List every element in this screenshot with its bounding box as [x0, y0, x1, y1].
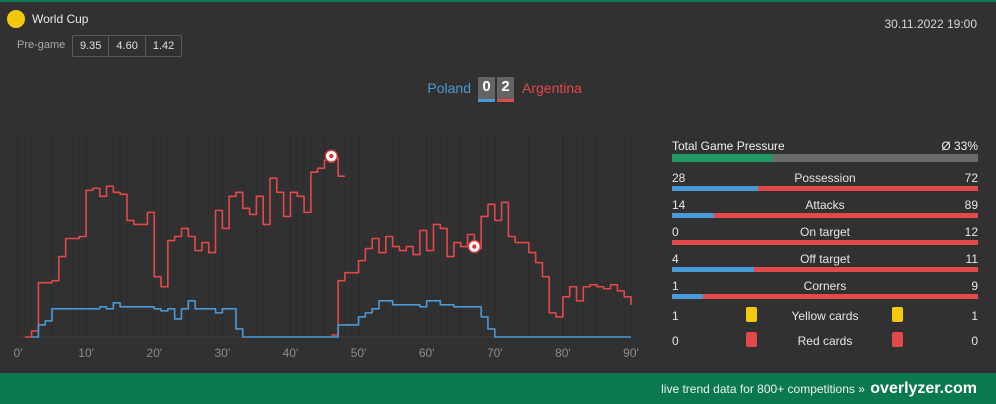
stat-bar-home-fill [672, 186, 758, 191]
goal-ball-patch [472, 244, 477, 249]
red-card-icon [892, 332, 903, 347]
total-pressure-value: Ø 33% [941, 139, 978, 153]
stat-away-value: 9 [971, 279, 978, 293]
trend-line-home [31, 300, 631, 338]
stat-home-value: 28 [672, 171, 686, 185]
odd-away[interactable]: 1.42 [144, 36, 181, 56]
stat-name: On target [799, 225, 851, 239]
trend-line-away [24, 157, 345, 338]
x-tick-label: 40' [283, 346, 299, 360]
odd-draw[interactable]: 4.60 [108, 36, 144, 56]
stat-row-attacks: 14 Attacks 89 [672, 195, 978, 222]
x-tick-label: 60' [419, 346, 435, 360]
stat-home-value: 1 [672, 279, 679, 293]
stat-away-value: 11 [965, 252, 978, 266]
stat-bar [672, 240, 978, 245]
stat-bar [672, 213, 978, 218]
stat-home-value: 14 [672, 198, 686, 212]
away-team-name[interactable]: Argentina [522, 80, 582, 96]
stat-row-possession: 28 Possession 72 [672, 168, 978, 195]
top-accent-line [0, 0, 996, 2]
competition-name[interactable]: World Cup [32, 12, 89, 26]
trophy-dot-icon [7, 10, 25, 28]
trend-line-away [331, 201, 632, 336]
stat-bar-home-fill [672, 294, 703, 299]
x-tick-label: 50' [351, 346, 367, 360]
goal-ball-patch [329, 153, 334, 159]
away-score: 2 [497, 77, 514, 102]
x-tick-label: 80' [555, 346, 571, 360]
card-home-value: 1 [672, 309, 679, 323]
total-pressure-row: Total Game Pressure Ø 33% [672, 139, 978, 153]
stat-row-corners: 1 Corners 9 [672, 276, 978, 303]
stat-row-on-target: 0 On target 12 [672, 222, 978, 249]
stat-row-off-target: 4 Off target 11 [672, 249, 978, 276]
stat-row-red-cards: 0 Red cards 0 [672, 328, 978, 353]
stat-bar [672, 294, 978, 299]
home-team-name[interactable]: Poland [427, 80, 471, 96]
stat-home-value: 0 [672, 225, 679, 239]
footer-text: live trend data for 800+ competitions » … [661, 380, 977, 398]
card-stat-name: Yellow cards [791, 309, 859, 323]
footer-banner[interactable]: live trend data for 800+ competitions » … [0, 373, 996, 404]
footer-brand-link[interactable]: overlyzer.com [870, 380, 977, 397]
match-datetime: 30.11.2022 19:00 [884, 17, 977, 31]
stat-row-yellow-cards: 1 Yellow cards 1 [672, 303, 978, 328]
x-tick-label: 0' [14, 346, 23, 360]
stat-away-value: 72 [964, 171, 978, 185]
card-home-value: 0 [672, 334, 679, 348]
card-away-value: 0 [971, 334, 978, 348]
stat-bar [672, 267, 978, 272]
pregame-odds: 9.35 4.60 1.42 [72, 35, 183, 57]
x-tick-label: 70' [487, 346, 503, 360]
x-tick-label: 10' [78, 346, 94, 360]
home-score: 0 [478, 77, 495, 102]
footer-tagline: live trend data for 800+ competitions » [661, 382, 865, 396]
stats-panel: Total Game Pressure Ø 33% 28 Possession 72… [672, 139, 978, 353]
pregame-label: Pre-game [17, 39, 66, 51]
total-pressure-bar [672, 154, 978, 162]
odd-home[interactable]: 9.35 [80, 40, 102, 52]
yellow-card-icon [746, 307, 757, 322]
x-tick-label: 30' [215, 346, 231, 360]
red-card-icon [746, 332, 757, 347]
stat-bar-home-fill [672, 267, 754, 272]
scoreboard: Poland 0 2 Argentina [0, 77, 996, 102]
stat-away-value: 12 [964, 225, 978, 239]
pressure-trend-chart[interactable]: 0' 10' 20' 30' 40' 50' 60' 70' 80' 90' [0, 130, 650, 365]
stat-away-value: 89 [964, 198, 978, 212]
x-tick-label: 20' [146, 346, 162, 360]
total-pressure-label: Total Game Pressure [672, 139, 785, 153]
total-pressure-fill [672, 154, 773, 162]
card-stat-name: Red cards [797, 334, 853, 348]
yellow-card-icon [892, 307, 903, 322]
x-tick-label: 90' [623, 346, 639, 360]
stat-home-value: 4 [672, 252, 679, 266]
stat-bar [672, 186, 978, 191]
card-away-value: 1 [971, 309, 978, 323]
stat-bar-home-fill [672, 213, 714, 218]
stat-name: Off target [800, 252, 850, 266]
stat-name: Attacks [805, 198, 845, 212]
stat-name: Corners [803, 279, 847, 293]
stat-name: Possession [794, 171, 856, 185]
